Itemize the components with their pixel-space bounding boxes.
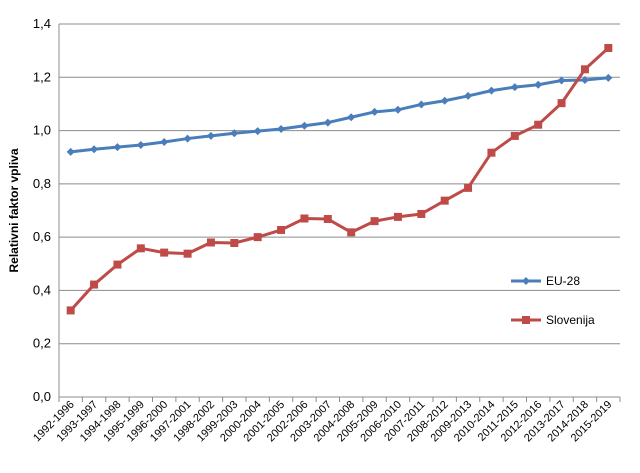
data-point	[464, 91, 473, 100]
y-tick-label: 1,2	[33, 69, 51, 84]
legend-marker	[522, 277, 530, 285]
data-point	[440, 96, 449, 105]
data-point	[277, 225, 286, 234]
data-point	[557, 76, 566, 85]
data-point	[206, 238, 215, 247]
data-point	[464, 183, 473, 192]
series-eu-28	[66, 73, 613, 156]
data-point	[66, 306, 75, 315]
data-point	[417, 209, 426, 218]
series-group	[66, 43, 613, 315]
data-point	[370, 107, 379, 116]
data-point	[206, 131, 215, 140]
data-point	[440, 196, 449, 205]
data-point	[160, 248, 169, 257]
gridlines	[59, 23, 620, 345]
data-point	[393, 212, 402, 221]
data-point	[113, 143, 122, 152]
legend-marker	[522, 316, 530, 324]
data-point	[136, 140, 145, 149]
y-tick-label: 0,4	[33, 282, 51, 297]
y-tick-label: 0,2	[33, 336, 51, 351]
y-tick-labels: 0,0 0,2 0,4 0,6 0,8 1,0 1,2 1,4	[33, 16, 51, 404]
data-point	[347, 113, 356, 122]
data-point	[300, 214, 309, 223]
data-point	[183, 249, 192, 258]
data-point	[183, 134, 192, 143]
data-point	[370, 217, 379, 226]
data-point	[534, 80, 543, 89]
data-point	[323, 118, 332, 127]
data-point	[393, 105, 402, 114]
data-point	[534, 120, 543, 129]
y-tick-label: 0,8	[33, 176, 51, 191]
data-point	[90, 145, 99, 154]
data-point	[90, 280, 99, 289]
data-point	[487, 86, 496, 95]
series-slovenija	[66, 43, 613, 315]
series-line-eu-28	[70, 76, 609, 154]
legend: EU-28 Slovenija	[511, 274, 595, 327]
data-point	[580, 65, 589, 74]
data-point	[417, 100, 426, 109]
data-point	[66, 147, 75, 156]
data-point	[323, 215, 332, 224]
y-tick-label: 0,0	[33, 389, 51, 404]
y-tick-label: 0,6	[33, 229, 51, 244]
data-point	[230, 239, 239, 248]
data-point	[604, 43, 613, 52]
data-point	[253, 127, 262, 136]
data-point	[604, 73, 613, 82]
data-point	[230, 129, 239, 138]
data-point	[253, 233, 262, 242]
data-point	[113, 260, 122, 269]
data-point	[277, 124, 286, 133]
data-point	[487, 148, 496, 157]
axes	[58, 24, 621, 402]
data-point	[160, 138, 169, 147]
data-point	[510, 131, 519, 140]
data-point	[580, 75, 589, 84]
data-point	[136, 244, 145, 253]
data-point	[557, 99, 566, 108]
y-tick-label: 1,4	[33, 16, 51, 31]
y-axis-label: Relativni faktor vpliva	[7, 148, 21, 272]
legend-label: EU-28	[546, 274, 580, 288]
data-point	[300, 121, 309, 130]
y-tick-label: 1,0	[33, 123, 51, 138]
data-point	[347, 228, 356, 237]
legend-label: Slovenija	[546, 313, 595, 327]
data-point	[510, 83, 519, 92]
